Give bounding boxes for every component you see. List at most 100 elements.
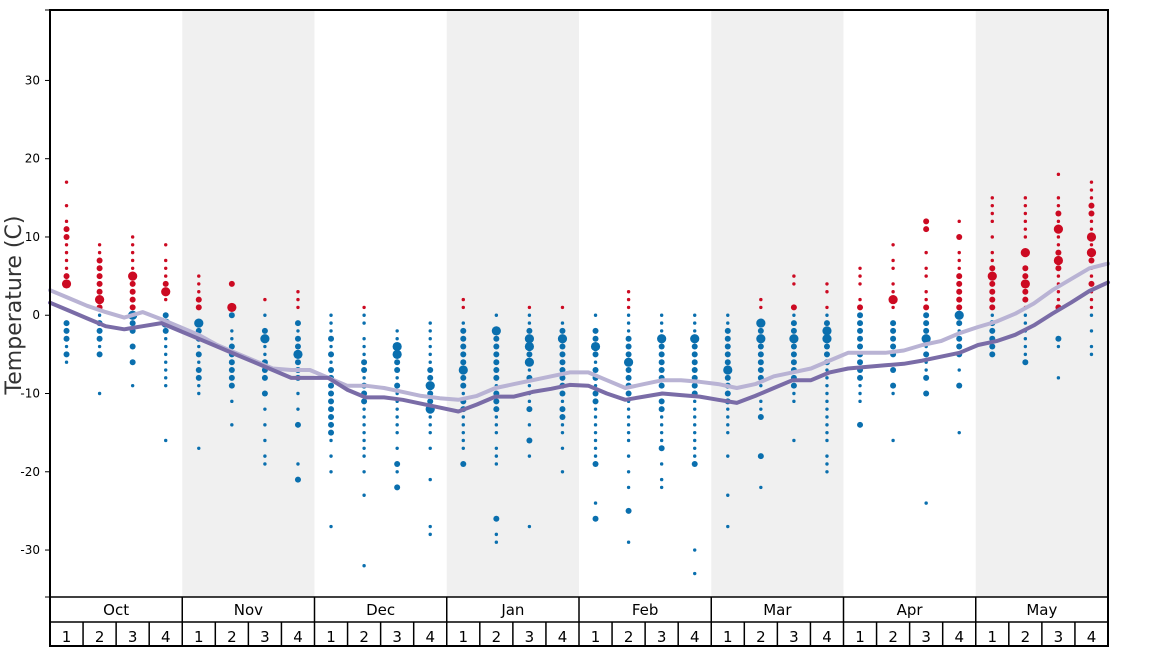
warm-dot (1056, 219, 1061, 224)
cold-dot (493, 374, 500, 381)
cold-dot (428, 321, 432, 325)
cold-dot (657, 334, 667, 344)
cold-dot (460, 460, 467, 467)
cold-dot (724, 359, 731, 366)
cold-dot (494, 446, 499, 450)
warm-dot (792, 282, 796, 286)
cold-dot (494, 462, 499, 466)
cold-dot (162, 327, 169, 334)
month-label-nov: Nov (234, 601, 263, 619)
warm-dot (461, 297, 465, 302)
cold-dot (494, 532, 499, 537)
cold-dot (691, 367, 698, 374)
warm-dot (990, 258, 994, 263)
cold-dot (626, 415, 631, 419)
warm-dot (923, 304, 930, 311)
warm-dot (891, 266, 895, 270)
week-label: 1 (723, 628, 733, 646)
cold-dot (757, 453, 764, 460)
y-tick-label: -30 (20, 543, 40, 557)
cold-dot (858, 399, 862, 404)
cold-dot (362, 423, 366, 427)
cold-dot (329, 470, 333, 474)
cold-dot (890, 343, 897, 350)
cold-dot (164, 376, 168, 380)
cold-dot (1023, 313, 1028, 317)
warm-dot (1056, 196, 1061, 200)
cold-dot (526, 351, 533, 358)
cold-dot (989, 327, 996, 334)
cold-dot (263, 454, 267, 458)
cold-dot (757, 413, 764, 420)
cold-dot (658, 406, 665, 413)
cold-dot (195, 367, 202, 374)
cold-dot (493, 398, 500, 405)
cold-dot (693, 313, 697, 317)
cold-dot (693, 407, 697, 411)
cold-dot (825, 462, 829, 466)
cold-dot (659, 430, 664, 435)
cold-dot (164, 368, 168, 372)
cold-dot (560, 446, 565, 450)
warm-dot (626, 290, 631, 294)
cold-dot (693, 571, 697, 576)
cold-dot (557, 334, 568, 344)
month-band-jan (446, 10, 579, 597)
cold-dot (690, 334, 700, 344)
cold-dot (923, 374, 930, 381)
cold-dot (460, 343, 467, 350)
cold-dot (792, 313, 796, 317)
plot-frame (49, 9, 1109, 647)
cold-dot (857, 320, 864, 327)
cold-dot (723, 365, 733, 375)
cold-dot (790, 351, 797, 358)
cold-dot (425, 381, 435, 391)
warm-dot (1053, 255, 1064, 266)
week-label: 2 (492, 628, 502, 646)
cold-dot (890, 382, 897, 389)
cold-dot (790, 382, 797, 389)
cold-dot (63, 320, 70, 327)
cold-dot (990, 313, 994, 317)
week-label: 2 (888, 628, 898, 646)
cold-dot (956, 320, 963, 327)
cold-dot (559, 327, 566, 334)
cold-dot (658, 343, 665, 350)
cold-dot (428, 415, 432, 419)
week-label: 3 (260, 628, 270, 646)
cold-dot (792, 438, 796, 443)
cold-dot (823, 343, 830, 350)
month-band-mar (711, 10, 844, 597)
cold-dot (559, 390, 566, 397)
cold-dot (461, 415, 465, 419)
cold-dot (590, 341, 601, 352)
cold-dot (395, 415, 399, 419)
cold-dot (593, 501, 598, 505)
week-label: 1 (194, 628, 204, 646)
warm-dot (1088, 280, 1095, 287)
cold-dot (428, 329, 432, 333)
warm-dot (63, 233, 70, 240)
cold-dot (263, 313, 267, 317)
cold-dot (428, 524, 432, 529)
cold-dot (328, 382, 335, 389)
month-bands (182, 10, 1108, 597)
cold-dot (626, 540, 631, 544)
cold-dot (756, 318, 766, 328)
cold-dot (825, 376, 829, 380)
cold-dot (724, 343, 731, 350)
cold-dot (460, 335, 467, 342)
warm-dot (162, 280, 169, 287)
warm-dot (164, 297, 168, 302)
cold-dot (825, 438, 829, 443)
cold-dot (328, 421, 335, 428)
cold-dot (96, 327, 103, 334)
warm-dot (790, 304, 797, 311)
cold-dot (228, 343, 235, 350)
cold-dot (428, 477, 432, 482)
cold-dot (294, 421, 301, 428)
week-label: 1 (62, 628, 72, 646)
week-label: 4 (690, 628, 700, 646)
cold-dot (726, 313, 730, 317)
cold-dot (1089, 344, 1094, 349)
